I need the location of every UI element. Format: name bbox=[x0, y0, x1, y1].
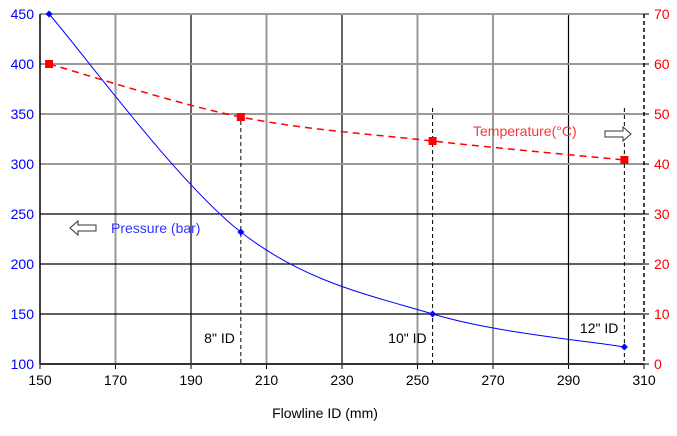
y-tick-label: 400 bbox=[11, 56, 35, 72]
temperature-point bbox=[428, 137, 437, 145]
id-marker-label: 8" ID bbox=[204, 330, 235, 346]
arrow-left-icon bbox=[69, 219, 97, 237]
y2-tick-label: 20 bbox=[654, 256, 670, 272]
y2-tick-label: 70 bbox=[654, 6, 670, 22]
id-marker-label: 10" ID bbox=[388, 330, 426, 346]
x-tick-label: 210 bbox=[255, 372, 279, 388]
temperature-line bbox=[48, 63, 625, 161]
x-tick-label: 230 bbox=[330, 372, 354, 388]
grid bbox=[40, 13, 644, 364]
x-tick-label: 170 bbox=[104, 372, 128, 388]
y-tick-label: 250 bbox=[11, 206, 35, 222]
temperature-point bbox=[620, 156, 629, 164]
x-axis-label: Flowline ID (mm) bbox=[272, 405, 378, 421]
pressure-legend: Pressure (bar) bbox=[69, 219, 200, 237]
y2-tick-label: 30 bbox=[654, 206, 670, 222]
y-tick-label: 150 bbox=[11, 306, 35, 322]
x-tick-label: 150 bbox=[28, 372, 52, 388]
pressure-point bbox=[429, 310, 437, 318]
pressure-point bbox=[45, 10, 53, 18]
x-tick-label: 270 bbox=[481, 372, 505, 388]
x-tick-label: 190 bbox=[179, 372, 203, 388]
y-tick-label: 200 bbox=[11, 256, 35, 272]
id-markers: 8" ID 10" ID 12" ID bbox=[204, 108, 625, 364]
y2-tick-label: 10 bbox=[654, 306, 670, 322]
temperature-label: Temperature(°C) bbox=[473, 123, 577, 139]
temperature-point bbox=[236, 113, 245, 121]
series bbox=[45, 10, 629, 351]
pressure-point bbox=[620, 343, 628, 351]
temperature-point bbox=[45, 60, 54, 68]
x-tick-label: 310 bbox=[632, 372, 656, 388]
axes: 150 170 190 210 230 250 270 290 3101001502002503… bbox=[11, 6, 670, 388]
y2-tick-label: 0 bbox=[654, 356, 662, 372]
y-tick-label: 100 bbox=[11, 356, 35, 372]
pressure-point bbox=[237, 228, 245, 236]
x-tick-label: 250 bbox=[406, 372, 430, 388]
pressure-line bbox=[48, 13, 625, 348]
x-tick-label: 290 bbox=[557, 372, 581, 388]
pressure-label: Pressure (bar) bbox=[111, 220, 200, 236]
temperature-legend: Temperature(°C) bbox=[473, 123, 632, 143]
y2-tick-label: 60 bbox=[654, 56, 670, 72]
y2-tick-label: 50 bbox=[654, 106, 670, 122]
arrow-right-icon bbox=[604, 125, 632, 143]
id-marker-label: 12" ID bbox=[580, 320, 618, 336]
y-tick-label: 450 bbox=[11, 6, 35, 22]
y-tick-label: 350 bbox=[11, 106, 35, 122]
y2-tick-label: 40 bbox=[654, 156, 670, 172]
y-tick-label: 300 bbox=[11, 156, 35, 172]
